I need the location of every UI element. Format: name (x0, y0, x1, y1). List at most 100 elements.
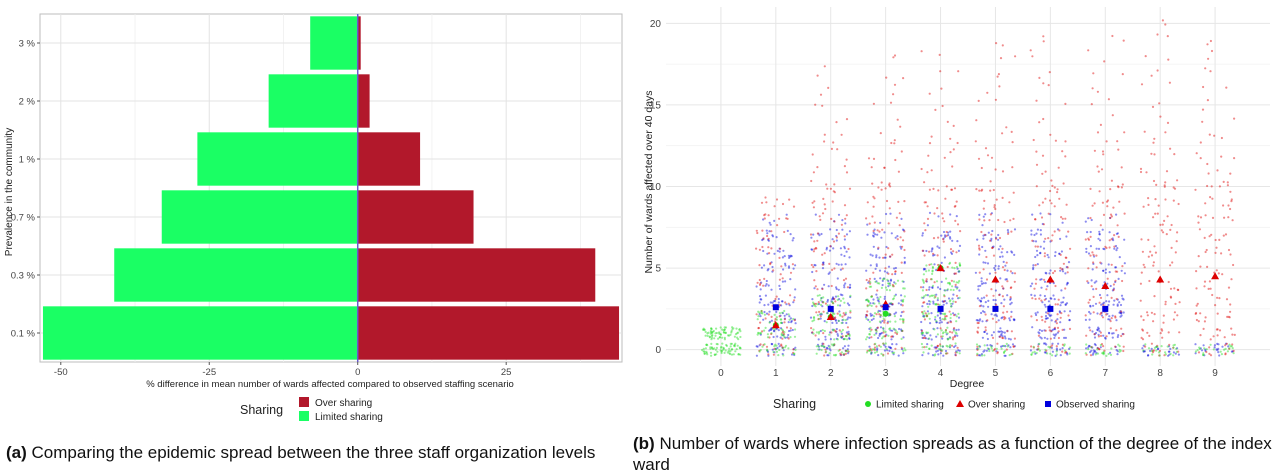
scatter-point (945, 302, 948, 305)
scatter-point (1108, 318, 1111, 321)
scatter-point (758, 278, 761, 282)
scatter-point (785, 303, 788, 306)
scatter-point (1050, 297, 1053, 300)
scatter-point (976, 347, 979, 350)
scatter-point (1090, 279, 1093, 282)
scatter-point (773, 219, 776, 222)
scatter-point (922, 301, 925, 304)
scatter-point (937, 215, 940, 218)
scatter-point (835, 286, 838, 289)
scatter-point (1007, 344, 1010, 347)
scatter-point (1050, 330, 1053, 333)
scatter-point (1048, 329, 1051, 332)
scatter-point (998, 330, 1001, 333)
scatter-point (883, 335, 886, 338)
scatter-point (872, 317, 875, 320)
x-tick-label: 0 (718, 368, 724, 379)
scatter-point (1110, 317, 1113, 320)
scatter-point (953, 272, 956, 275)
scatter-point (1038, 332, 1041, 335)
scatter-point (1120, 311, 1123, 314)
scatter-point (1103, 349, 1106, 352)
scatter-point (1167, 345, 1171, 348)
scatter-point (739, 330, 742, 333)
scatter-point (780, 334, 783, 337)
scatter-point (1001, 266, 1005, 269)
scatter-point (832, 329, 835, 332)
scatter-point (702, 350, 705, 353)
scatter-point (1087, 346, 1090, 349)
scatter-point (1032, 345, 1035, 348)
scatter-point (759, 333, 762, 336)
scatter-point (1088, 310, 1091, 314)
scatter-point (1066, 271, 1069, 274)
scatter-point (865, 298, 868, 301)
scatter-point (1050, 202, 1053, 205)
scatter-point (955, 251, 958, 254)
scatter-point (781, 277, 784, 280)
scatter-point (955, 215, 958, 218)
scatter-point (869, 285, 873, 288)
scatter-point (1067, 314, 1070, 317)
scatter-point (1049, 352, 1052, 355)
scatter-point (719, 333, 722, 336)
scatter-point (715, 331, 718, 335)
scatter-point (941, 349, 944, 352)
scatter-point (766, 252, 769, 255)
scatter-point (894, 282, 897, 285)
scatter-point (1167, 331, 1170, 334)
scatter-point (849, 294, 852, 297)
scatter-point (820, 344, 823, 348)
scatter-point (818, 215, 821, 218)
scatter-point (1031, 282, 1034, 285)
scatter-point (1202, 352, 1205, 355)
scatter-point (1118, 311, 1121, 314)
scatter-point (834, 330, 837, 333)
scatter-point (783, 255, 786, 258)
scatter-point (719, 349, 722, 352)
scatter-point (920, 329, 924, 332)
scatter-point (777, 342, 780, 345)
scatter-point (812, 303, 815, 306)
scatter-point (999, 334, 1002, 337)
scatter-point (1088, 298, 1091, 301)
scatter-point (933, 212, 936, 215)
scatter-point (1173, 287, 1176, 290)
scatter-point (1152, 320, 1155, 323)
scatter-point (920, 331, 923, 334)
scatter-point (701, 328, 705, 331)
scatter-point (869, 347, 872, 350)
scatter-point (1049, 133, 1052, 136)
scatter-point (731, 328, 734, 331)
scatter-point (770, 315, 773, 318)
scatter-point (899, 318, 902, 321)
scatter-point (921, 232, 924, 235)
scatter-point (979, 354, 982, 357)
scatter-point (783, 230, 786, 234)
scatter-point (762, 238, 765, 241)
scatter-point (1194, 350, 1197, 353)
scatter-point (712, 329, 715, 333)
scatter-point (728, 334, 731, 337)
scatter-point (1107, 318, 1110, 321)
scatter-point (872, 245, 875, 248)
scatter-point (941, 345, 944, 348)
scatter-point (891, 253, 894, 256)
scatter-point (789, 254, 792, 257)
scatter-point (944, 235, 947, 238)
scatter-point (980, 189, 983, 192)
scatter-point (768, 252, 771, 255)
scatter-point (704, 334, 707, 337)
scatter-point (841, 335, 844, 338)
scatter-point (1031, 326, 1034, 329)
scatter-point (891, 273, 894, 276)
scatter-point (1007, 231, 1010, 234)
scatter-point (1164, 303, 1167, 306)
scatter-point (957, 70, 960, 73)
scatter-point (1140, 238, 1143, 241)
scatter-point (843, 314, 846, 317)
scatter-point (837, 232, 840, 235)
scatter-point (883, 344, 886, 347)
scatter-point (723, 331, 726, 334)
